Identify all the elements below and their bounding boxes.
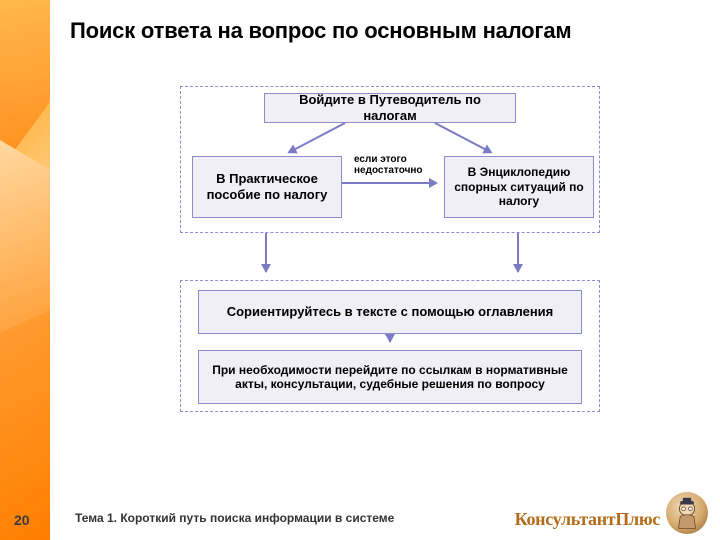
footer-caption: Тема 1. Короткий путь поиска информации … xyxy=(75,511,394,525)
flowchart: Войдите в Путеводитель по налогам В Прак… xyxy=(130,80,650,460)
slide: Поиск ответа на вопрос по основным налог… xyxy=(0,0,720,540)
brand-logo-icon xyxy=(666,492,708,534)
node-encyclopedia: В Энциклопедию спорных ситуаций по налог… xyxy=(444,156,594,218)
edge-label-insufficient: если этого недостаточно xyxy=(354,154,439,176)
page-title: Поиск ответа на вопрос по основным налог… xyxy=(70,18,710,44)
node-links: При необходимости перейдите по ссылкам в… xyxy=(198,350,582,404)
node-start: Войдите в Путеводитель по налогам xyxy=(264,93,516,123)
orange-sidebar xyxy=(0,0,50,540)
node-practical-guide: В Практическое пособие по налогу xyxy=(192,156,342,218)
page-number: 20 xyxy=(14,512,30,528)
brand-wordmark: КонсультантПлюс xyxy=(515,509,660,530)
node-orient: Сориентируйтесь в тексте с помощью оглав… xyxy=(198,290,582,334)
